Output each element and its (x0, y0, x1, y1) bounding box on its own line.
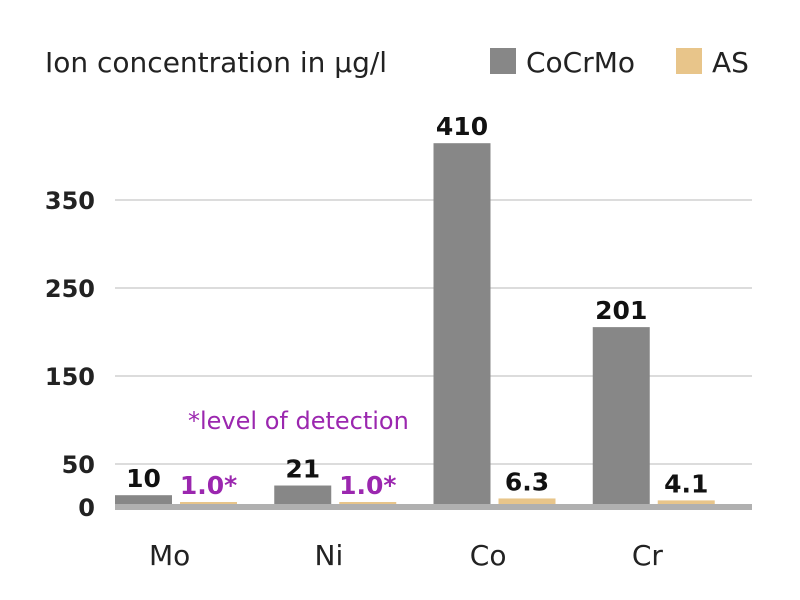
bar-cocrmo-co (433, 143, 491, 507)
data-label: 1.0* (180, 471, 237, 500)
legend-swatch-as (676, 48, 702, 74)
legend-label-cocrmo: CoCrMo (526, 46, 635, 79)
x-tick-label: Ni (315, 539, 344, 572)
y-tick-label: 350 (45, 187, 95, 215)
data-label: 21 (285, 455, 320, 484)
bar-as-co (498, 498, 556, 507)
detection-note: *level of detection (188, 407, 409, 435)
bar-cocrmo-cr (592, 327, 650, 507)
y-tick-label: 50 (62, 451, 95, 479)
bar-cocrmo-ni (274, 485, 332, 507)
data-label: 6.3 (505, 467, 549, 496)
data-label: 4.1 (664, 469, 708, 498)
data-label: 10 (126, 464, 161, 493)
data-label: 1.0* (339, 471, 396, 500)
chart-title: Ion concentration in µg/l (45, 46, 387, 79)
legend-swatch-cocrmo (490, 48, 516, 74)
x-axis-baseline (115, 504, 752, 510)
data-label: 201 (595, 296, 647, 325)
legend-label-as: AS (712, 46, 749, 79)
y-tick-label: 150 (45, 363, 95, 391)
bar-cocrmo-mo (115, 495, 172, 507)
y-tick-label: 0 (78, 494, 95, 522)
x-tick-label: Cr (632, 539, 664, 572)
x-tick-label: Co (470, 539, 507, 572)
y-tick-label: 250 (45, 275, 95, 303)
x-tick-label: Mo (149, 539, 190, 572)
bar-as-cr (657, 500, 715, 507)
data-label: 410 (436, 112, 488, 141)
